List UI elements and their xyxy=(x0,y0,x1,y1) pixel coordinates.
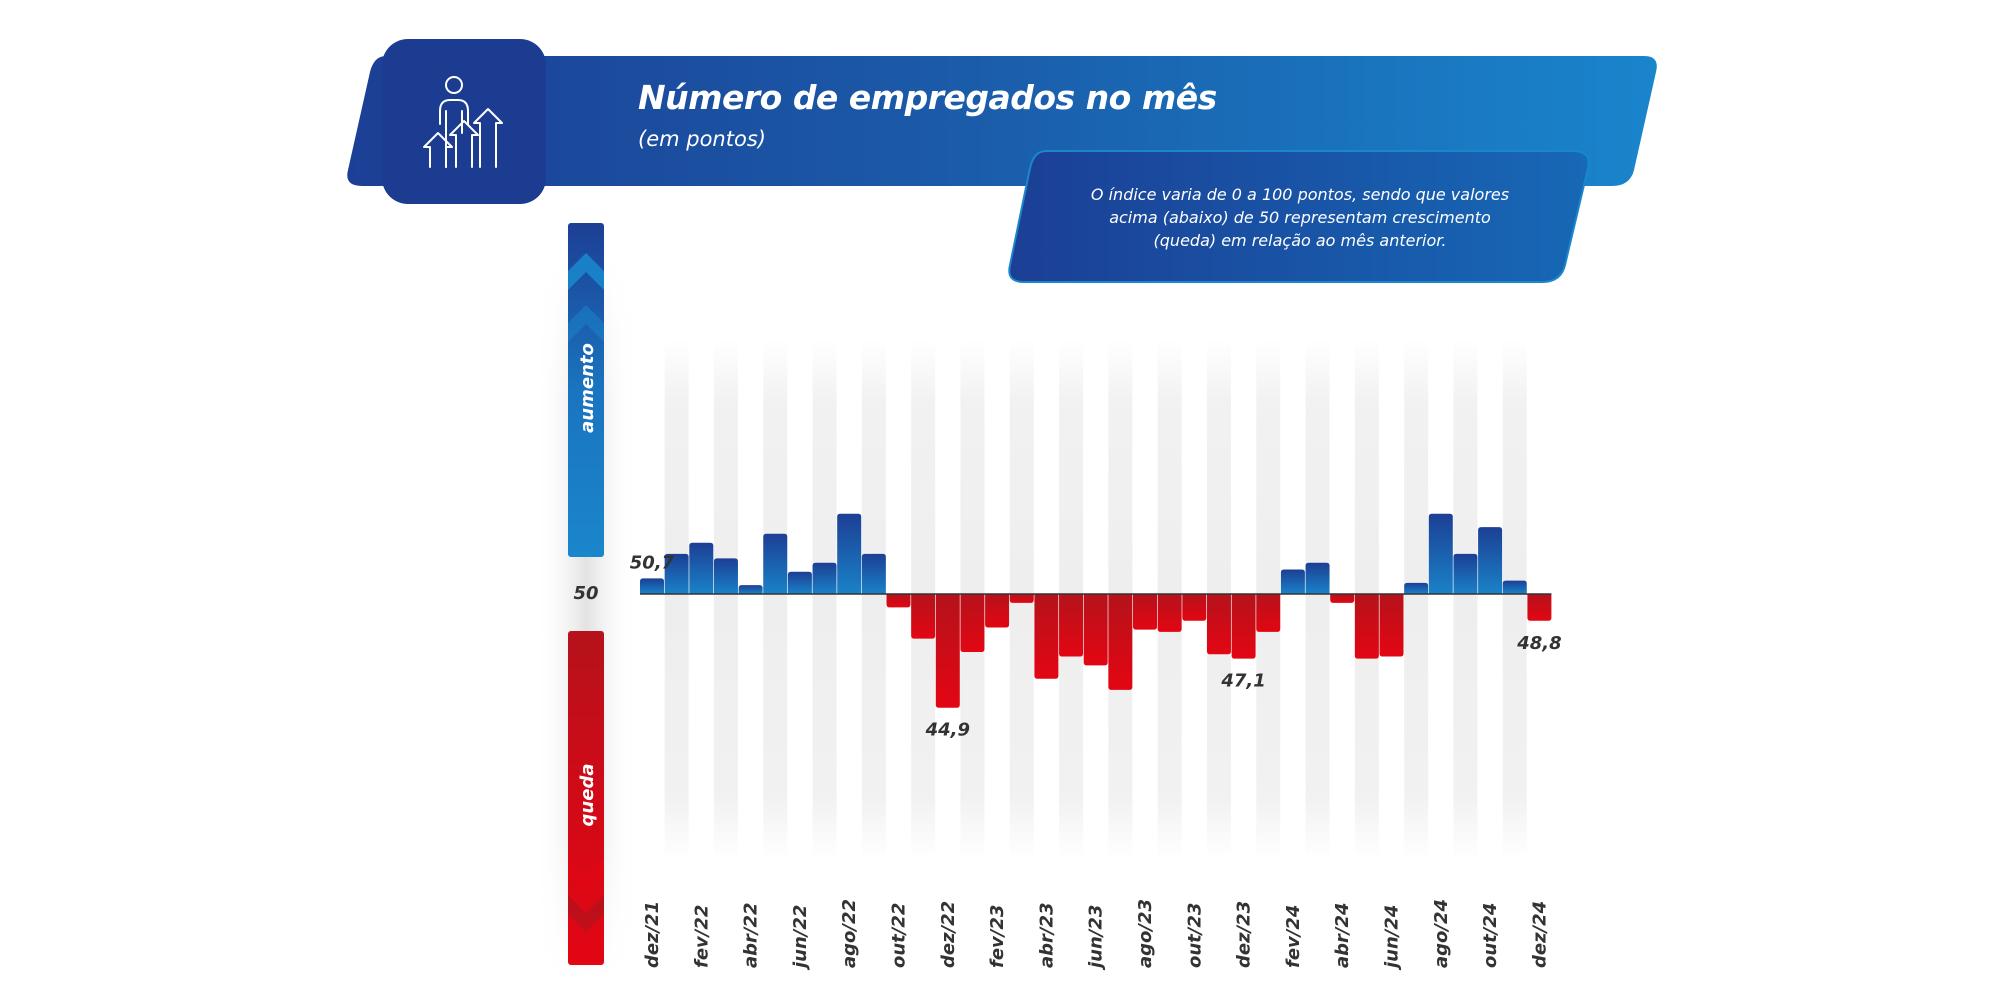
x-tick-label: jun/23 xyxy=(1086,905,1107,971)
bar-jun-24 xyxy=(1379,594,1404,657)
data-label-dez-22: 44,9 xyxy=(925,720,970,741)
x-tick-label: out/22 xyxy=(889,903,910,968)
bar-jan-23 xyxy=(960,594,985,652)
bar-set-23 xyxy=(1157,594,1182,632)
x-tick-label: out/23 xyxy=(1184,903,1205,968)
data-labels: 50,7 44,9 47,1 48,8 xyxy=(630,552,1562,740)
column-stripe xyxy=(713,340,738,860)
bar-dez-21 xyxy=(640,578,664,594)
bar-dez-24 xyxy=(1527,594,1552,621)
bars xyxy=(640,513,1552,708)
bar-out-22 xyxy=(886,594,911,608)
data-label-dez-21: 50,7 xyxy=(630,552,675,573)
bar-abr-23 xyxy=(1034,594,1059,679)
x-tick-label: dez/23 xyxy=(1234,901,1255,968)
x-tick-label: fev/23 xyxy=(987,905,1008,968)
bar-jan-22 xyxy=(664,553,689,594)
column-stripe xyxy=(1453,340,1478,860)
baseline-label: 50 xyxy=(573,583,598,604)
column-stripe xyxy=(1404,340,1429,860)
x-tick-label: abr/24 xyxy=(1332,902,1353,968)
column-stripe xyxy=(1502,340,1527,860)
bar-mar-24 xyxy=(1305,562,1330,594)
bar-nov-23 xyxy=(1206,594,1231,655)
indicator-down-label: queda xyxy=(577,764,598,827)
x-tick-label: ago/22 xyxy=(839,899,860,968)
x-axis-ticks: dez/21 fev/22 abr/22 jun/22 ago/22 out/22 dez/… xyxy=(642,899,1550,971)
bar-mar-23 xyxy=(1009,594,1034,603)
x-tick-label: abr/23 xyxy=(1036,902,1057,968)
bar-dez-23 xyxy=(1231,594,1256,659)
bar-fev-24 xyxy=(1280,569,1305,594)
x-tick-label: ago/24 xyxy=(1431,899,1452,968)
bar-jul-24 xyxy=(1404,582,1429,594)
bar-out-23 xyxy=(1182,594,1207,621)
indicator-up-label: aumento xyxy=(577,343,598,433)
icon-box xyxy=(382,39,546,204)
x-tick-label: jun/24 xyxy=(1382,905,1403,971)
down-arrow-icon xyxy=(568,858,604,895)
bar-abr-24 xyxy=(1330,594,1355,603)
x-tick-label: abr/22 xyxy=(741,902,762,968)
person-growth-arrows-icon xyxy=(423,76,503,168)
bar-ago-23 xyxy=(1133,594,1157,630)
bar-fev-23 xyxy=(985,594,1010,628)
x-tick-label: out/24 xyxy=(1480,903,1501,968)
x-tick-label: dez/21 xyxy=(642,901,663,968)
bar-ago-24 xyxy=(1428,513,1453,594)
bar-jun-22 xyxy=(787,571,812,594)
x-tick-label: fev/24 xyxy=(1283,905,1304,968)
bar-mai-23 xyxy=(1059,594,1084,657)
column-stripe xyxy=(812,340,837,860)
x-tick-label: dez/24 xyxy=(1529,901,1550,968)
bar-jun-23 xyxy=(1083,594,1108,666)
bar-jul-22 xyxy=(812,562,837,594)
bar-dez-22 xyxy=(935,594,960,708)
indicator-up-bar xyxy=(568,223,604,557)
bar-jul-23 xyxy=(1108,594,1133,690)
chart-title: Número de empregados no mês xyxy=(638,78,1217,117)
bar-set-24 xyxy=(1453,553,1478,594)
column-stripe xyxy=(861,340,886,860)
direction-indicator: aumento 50 queda xyxy=(568,223,604,965)
column-stripe xyxy=(763,340,788,860)
bar-set-22 xyxy=(861,553,886,594)
note-text: O índice varia de 0 a 100 pontos, sendo … xyxy=(1090,185,1510,250)
column-stripe xyxy=(664,340,689,860)
down-arrow-icon xyxy=(568,895,604,932)
bar-nov-22 xyxy=(911,594,936,639)
x-tick-label: jun/22 xyxy=(790,905,811,971)
x-tick-label: ago/23 xyxy=(1135,899,1156,968)
x-tick-label: dez/22 xyxy=(938,901,959,968)
data-label-dez-24: 48,8 xyxy=(1516,633,1561,654)
chart-subtitle: (em pontos) xyxy=(638,127,766,151)
bar-mai-22 xyxy=(763,533,788,594)
bar-abr-22 xyxy=(738,585,763,594)
x-tick-label: fev/22 xyxy=(691,905,712,968)
up-arrow-icon xyxy=(568,253,604,290)
bar-mar-22 xyxy=(713,558,738,594)
bar-nov-24 xyxy=(1502,580,1527,594)
bar-jan-24 xyxy=(1256,594,1281,632)
data-label-dez-23: 47,1 xyxy=(1220,671,1265,692)
bar-mai-24 xyxy=(1354,594,1379,659)
up-arrow-icon xyxy=(568,305,604,342)
column-stripes xyxy=(664,340,1527,860)
bar-ago-22 xyxy=(837,513,862,594)
note-box xyxy=(1008,150,1590,283)
column-stripe xyxy=(1305,340,1330,860)
bar-out-24 xyxy=(1478,527,1503,594)
bar-fev-22 xyxy=(689,542,714,594)
